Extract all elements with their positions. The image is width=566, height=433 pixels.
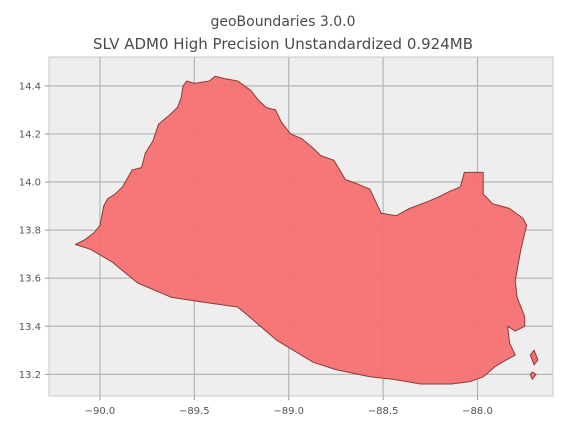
y-tick-label-5: 14.2: [19, 129, 41, 140]
y-tick-label-3: 13.8: [19, 226, 41, 237]
chart-title-line1: geoBoundaries 3.0.0: [210, 14, 356, 30]
y-tick-label-1: 13.4: [19, 322, 41, 333]
y-tick-label-4: 14.0: [19, 178, 41, 189]
plot-frame: [48, 56, 554, 397]
country-boundary: [74, 75, 528, 385]
y-tick-label-2: 13.6: [19, 274, 41, 285]
island-1: [529, 371, 537, 381]
y-tick-label-0: 13.2: [19, 370, 41, 381]
chart-title-line2: SLV ADM0 High Precision Unstandardized 0…: [92, 35, 474, 53]
y-tick-label-6: 14.4: [19, 81, 41, 92]
x-tick-label-3: −88.5: [368, 406, 399, 417]
x-tick-label-1: −89.5: [179, 406, 210, 417]
x-tick-label-0: −90.0: [85, 406, 116, 417]
x-tick-label-4: −88.0: [462, 406, 493, 417]
x-tick-label-2: −89.0: [273, 406, 304, 417]
island-0: [529, 349, 539, 366]
